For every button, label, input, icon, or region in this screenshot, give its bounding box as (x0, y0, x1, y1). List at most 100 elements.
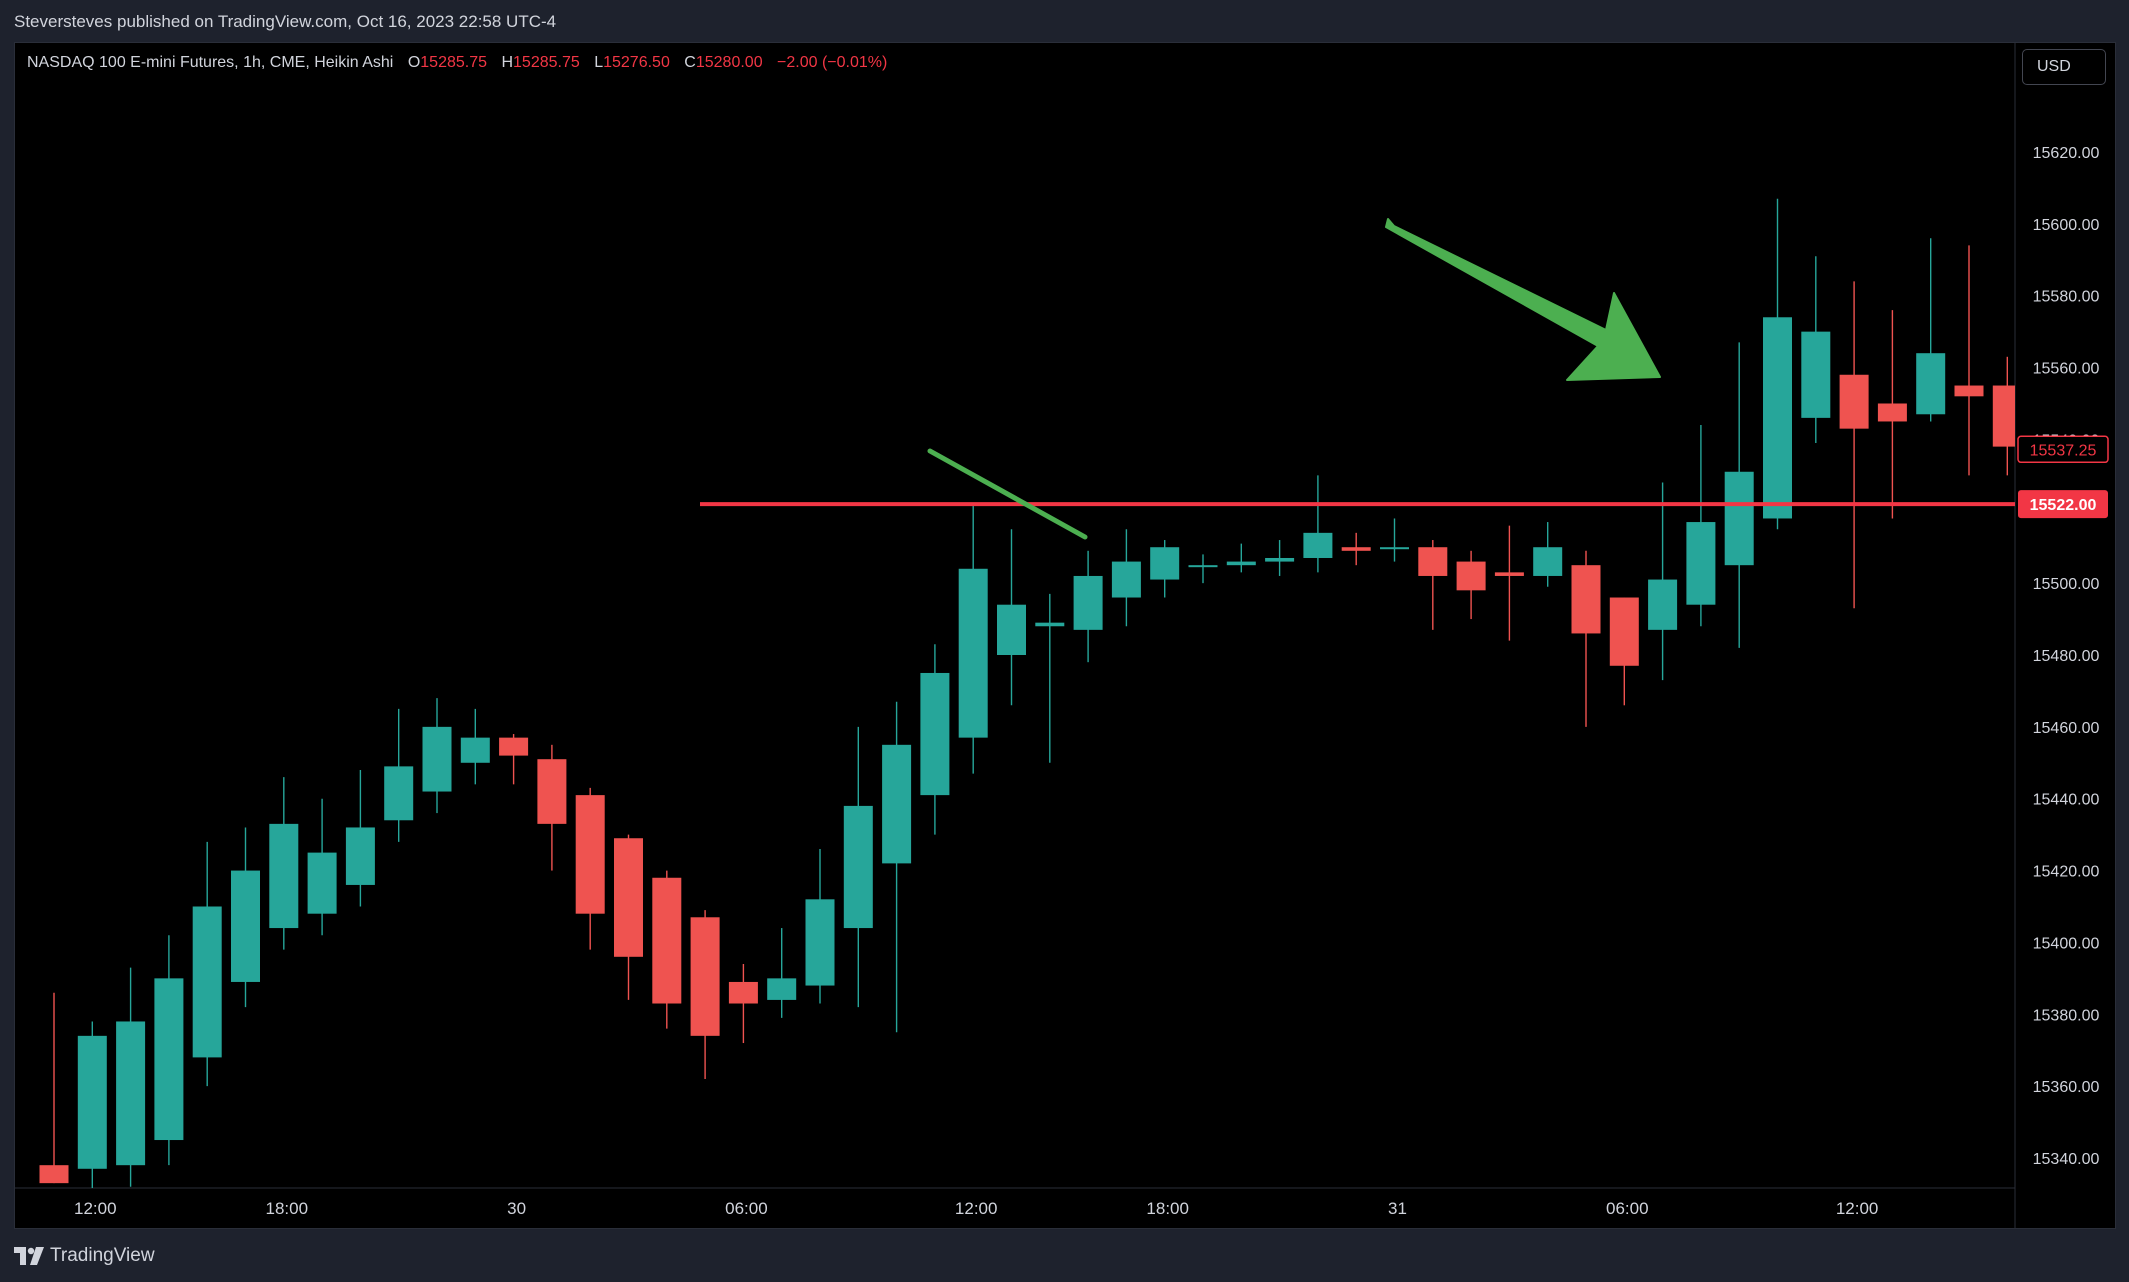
candle (1533, 522, 1563, 587)
candle-body (1188, 565, 1218, 568)
y-tick-label: 15340.00 (2033, 1151, 2100, 1168)
candle-body (1111, 561, 1141, 598)
candle-body (1763, 317, 1792, 519)
candle-body (77, 1035, 107, 1169)
candle (77, 1021, 107, 1188)
candle (1226, 543, 1256, 573)
candle-body (1533, 547, 1563, 576)
legend-close-label: C (684, 54, 696, 71)
candle (269, 777, 299, 950)
legend-low-value: 15276.50 (603, 54, 670, 71)
y-tick-label: 15620.00 (2033, 145, 2100, 162)
legend-close-value: 15280.00 (695, 54, 763, 71)
last-price-label: 15537.25 (2030, 442, 2097, 459)
candles (39, 198, 2015, 1188)
annotation-trendline (927, 448, 1088, 540)
candle-body (1418, 547, 1448, 576)
candle-body (1035, 622, 1065, 627)
y-tick-label: 15460.00 (2033, 720, 2100, 737)
candle-body (997, 604, 1026, 655)
chart-legend: NASDAQ 100 E-mini Futures, 1h, CME, Heik… (27, 54, 887, 72)
y-tick-label: 15380.00 (2033, 1007, 2100, 1024)
publisher-bar: Steversteves published on TradingView.co… (0, 0, 2129, 42)
candle (384, 708, 414, 842)
candle (1380, 518, 1409, 562)
candle (843, 726, 873, 1008)
candle (499, 734, 529, 785)
candle (1188, 554, 1218, 584)
legend-symbol: NASDAQ 100 E-mini Futures, 1h, CME, Heik… (27, 54, 394, 71)
tradingview-logo-text: TradingView (50, 1245, 155, 1266)
level-price-label: 15522.00 (2030, 497, 2097, 514)
candle-body (39, 1165, 69, 1184)
x-tick-label: 30 (507, 1199, 526, 1218)
x-tick-label: 06:00 (1606, 1199, 1649, 1218)
y-tick-label: 15440.00 (2033, 792, 2100, 809)
candle-body (1686, 522, 1716, 605)
candle-body (307, 852, 337, 914)
annotation-arrow (1385, 218, 1661, 381)
candle (537, 744, 567, 871)
candle-body (690, 917, 720, 1036)
candle-body (1724, 471, 1754, 566)
currency-button[interactable]: USD (2022, 49, 2106, 85)
candle (1571, 550, 1601, 727)
candle-body (1265, 557, 1295, 562)
candle (39, 992, 69, 1184)
x-tick-label: 18:00 (266, 1199, 309, 1218)
tradingview-logo-icon (14, 1247, 44, 1265)
candle (1648, 482, 1678, 681)
x-axis: 12:00 18:00 30 06:00 12:00 18:00 31 06:00 12:00 (15, 1187, 2015, 1218)
candle-body (1877, 403, 1907, 422)
y-tick-label: 15600.00 (2033, 217, 2100, 234)
candle-body (1839, 374, 1869, 429)
candle (1839, 281, 1869, 609)
candle-body (116, 1021, 146, 1166)
candle (1150, 540, 1180, 598)
candle (882, 701, 912, 1033)
candle (1763, 198, 1792, 530)
candle-body (269, 823, 299, 929)
candle (1494, 525, 1524, 641)
candle-body (1303, 532, 1333, 558)
candle (307, 798, 337, 936)
candle (652, 870, 682, 1029)
y-tick-label: 15480.00 (2033, 648, 2100, 665)
candle-body (1954, 385, 1984, 397)
y-tick-label: 15500.00 (2033, 576, 2100, 593)
candle-body (499, 737, 529, 756)
candle (154, 935, 184, 1166)
candle-body (1494, 572, 1524, 576)
candle (1265, 540, 1295, 576)
candle-body (728, 981, 758, 1004)
annotations (927, 218, 1661, 540)
publisher-line: Steversteves published on TradingView.co… (14, 12, 557, 31)
tradingview-logo[interactable]: TradingView (14, 1244, 155, 1268)
candle (231, 827, 260, 1008)
candle-body (805, 899, 835, 986)
footer-bar (0, 1229, 2129, 1282)
candle-body (1992, 385, 2015, 447)
candle (1456, 550, 1486, 620)
candle-body (1341, 547, 1371, 551)
y-tick-label: 15400.00 (2033, 935, 2100, 952)
candle (805, 849, 835, 1004)
candle-body (652, 877, 682, 1004)
candle-body (1073, 575, 1103, 630)
candle (422, 698, 452, 814)
candle (1724, 342, 1754, 648)
candle (614, 834, 643, 1000)
candle (116, 967, 146, 1187)
candle-body (614, 838, 643, 957)
candle (690, 910, 720, 1079)
candle-body (1571, 565, 1601, 634)
chart-panel[interactable] (14, 42, 2116, 1229)
legend-high-label: H (501, 54, 514, 71)
candle (1341, 532, 1371, 566)
x-tick-label: 12:00 (74, 1199, 117, 1218)
x-tick-label: 18:00 (1146, 1199, 1189, 1218)
legend-open-label: O (407, 54, 421, 71)
candle (1686, 425, 1716, 627)
candle-body (384, 766, 414, 821)
